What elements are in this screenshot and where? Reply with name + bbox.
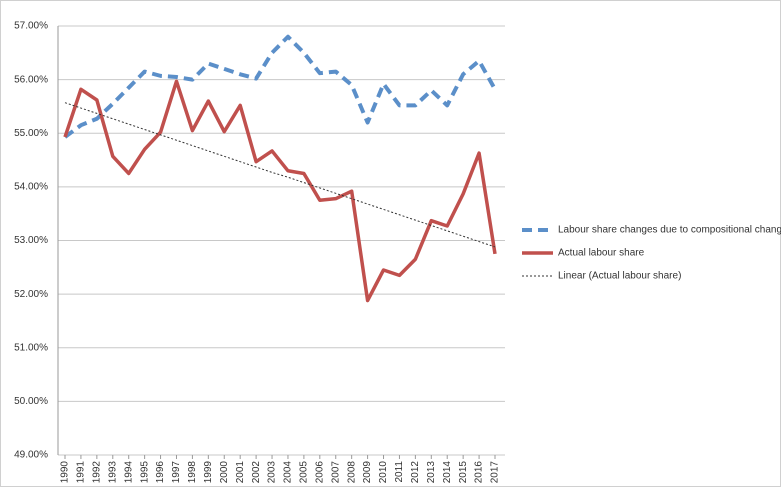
x-tick-label: 2014 — [442, 461, 453, 484]
x-tick-label: 1998 — [187, 461, 198, 484]
x-tick-label: 2017 — [490, 461, 501, 484]
x-tick-label: 2016 — [474, 461, 485, 484]
x-tick-label: 2011 — [394, 461, 405, 483]
y-tick-label: 52.00% — [14, 289, 48, 300]
y-tick-label: 56.00% — [14, 74, 48, 85]
x-tick-label: 1995 — [139, 461, 150, 484]
x-tick-label: 1996 — [155, 461, 166, 484]
legend-label: Actual labour share — [558, 248, 645, 259]
y-tick-label: 51.00% — [14, 342, 48, 353]
x-tick-label: 1990 — [60, 461, 71, 484]
x-tick-label: 2006 — [314, 461, 325, 484]
x-tick-label: 2012 — [410, 461, 421, 484]
y-tick-label: 55.00% — [14, 128, 48, 139]
x-tick-label: 2004 — [283, 461, 294, 484]
x-tick-label: 1999 — [203, 461, 214, 484]
legend-label: Linear (Actual labour share) — [558, 271, 681, 282]
x-tick-label: 2010 — [378, 461, 389, 484]
series-line — [63, 34, 497, 139]
x-tick-label: 2005 — [299, 461, 310, 484]
y-tick-label: 50.00% — [14, 396, 48, 407]
x-tick-label: 2003 — [267, 461, 278, 484]
x-tick-label: 2013 — [426, 461, 437, 484]
x-tick-label: 2009 — [362, 461, 373, 484]
x-tick-label: 1997 — [171, 461, 182, 484]
x-tick-label: 2008 — [346, 461, 357, 484]
y-tick-label: 49.00% — [14, 450, 48, 461]
x-tick-label: 2000 — [219, 461, 230, 484]
x-tick-label: 1993 — [107, 461, 118, 484]
x-tick-label: 2007 — [330, 461, 341, 484]
x-tick-label: 1992 — [91, 461, 102, 484]
legend-label: Labour share changes due to compositiona… — [558, 225, 781, 236]
y-tick-label: 54.00% — [14, 182, 48, 193]
y-tick-label: 57.00% — [14, 21, 48, 32]
x-tick-label: 2015 — [458, 461, 469, 484]
x-tick-label: 2002 — [251, 461, 262, 484]
x-tick-label: 2001 — [235, 461, 246, 484]
y-tick-label: 53.00% — [14, 235, 48, 246]
x-tick-label: 1991 — [76, 461, 87, 484]
x-tick-label: 1994 — [123, 461, 134, 484]
series-line — [64, 102, 496, 248]
series-line — [63, 79, 497, 303]
